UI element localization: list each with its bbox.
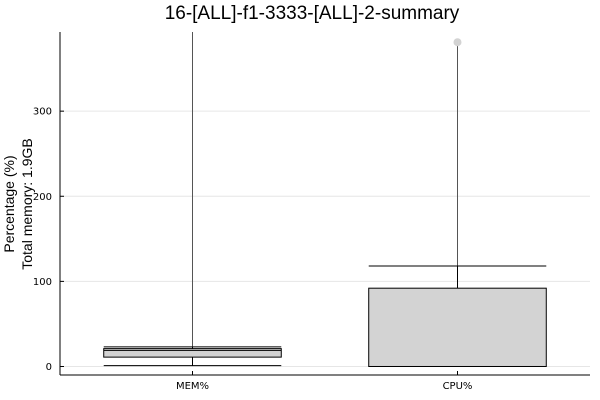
box-group bbox=[368, 38, 547, 367]
iqr-box bbox=[368, 287, 547, 367]
outlier-point bbox=[453, 38, 462, 47]
iqr-box bbox=[103, 348, 282, 358]
box-layer bbox=[103, 32, 547, 367]
y-tick-label: 0 bbox=[46, 362, 52, 373]
y-tick-label: 100 bbox=[33, 277, 52, 288]
y-axis-label-line-2: Total memory: 1.9GB bbox=[19, 138, 35, 270]
tick-layer: 0 100 200 300 MEM% CPU% bbox=[33, 107, 473, 392]
y-axis-label-line-1: Percentage (%) bbox=[1, 155, 17, 252]
box-group bbox=[103, 32, 282, 367]
y-tick-label: 300 bbox=[33, 107, 52, 118]
chart-title: 16-[ALL]-f1-3333-[ALL]-2-summary bbox=[165, 3, 460, 24]
x-tick-label: MEM% bbox=[176, 381, 209, 392]
x-tick-label: CPU% bbox=[443, 381, 473, 392]
y-tick-label: 200 bbox=[33, 192, 52, 203]
